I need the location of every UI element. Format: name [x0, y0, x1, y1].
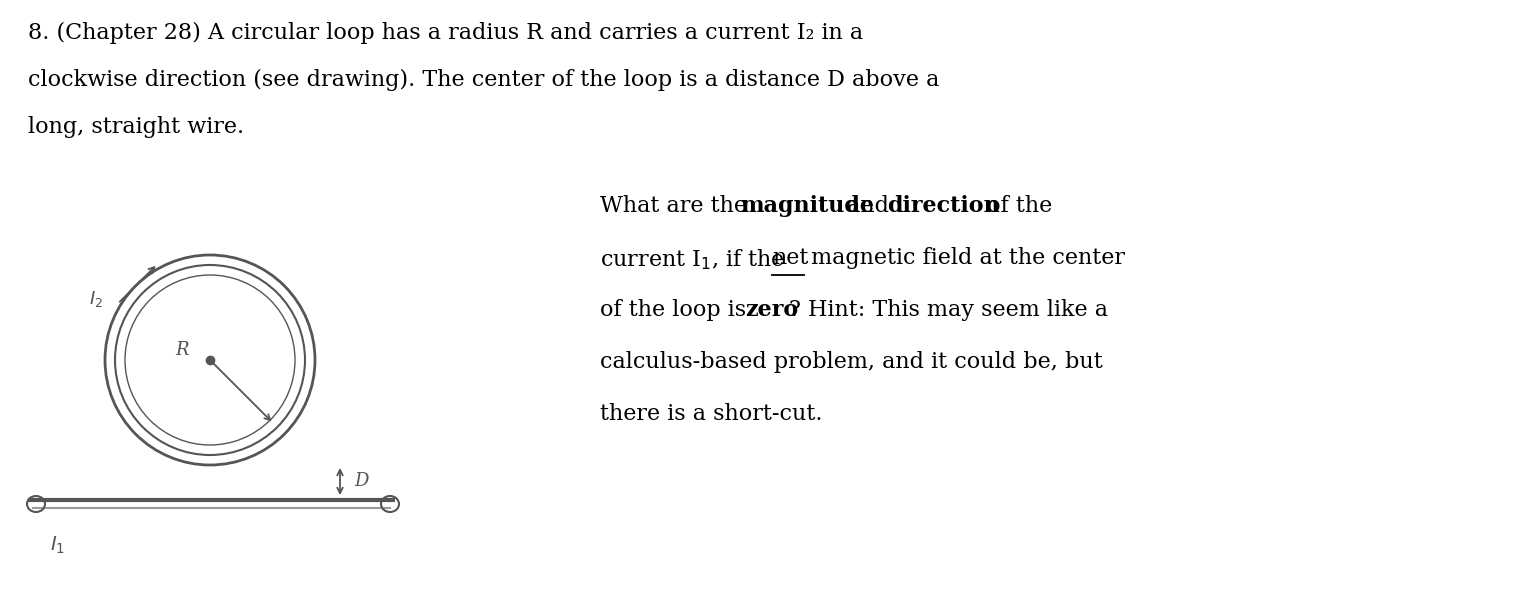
Text: magnetic field at the center: magnetic field at the center	[803, 247, 1125, 269]
Text: 8. (Chapter 28) A circular loop has a radius R and carries a current I₂ in a: 8. (Chapter 28) A circular loop has a ra…	[28, 22, 863, 44]
Text: magnitude: magnitude	[740, 195, 874, 217]
Text: zero: zero	[745, 299, 799, 321]
Text: there is a short-cut.: there is a short-cut.	[599, 403, 823, 425]
Text: ? Hint: This may seem like a: ? Hint: This may seem like a	[789, 299, 1108, 321]
Text: What are the: What are the	[599, 195, 754, 217]
Text: direction: direction	[888, 195, 1000, 217]
Text: calculus-based problem, and it could be, but: calculus-based problem, and it could be,…	[599, 351, 1102, 373]
Text: and: and	[840, 195, 897, 217]
Text: long, straight wire.: long, straight wire.	[28, 116, 244, 138]
Text: clockwise direction (see drawing). The center of the loop is a distance D above : clockwise direction (see drawing). The c…	[28, 69, 940, 91]
Text: current I$_1$, if the: current I$_1$, if the	[599, 247, 786, 272]
Text: of the loop is: of the loop is	[599, 299, 753, 321]
Text: $I_1$: $I_1$	[51, 535, 66, 556]
Text: D: D	[354, 472, 368, 490]
Text: net: net	[773, 247, 808, 269]
Text: of the: of the	[980, 195, 1052, 217]
Text: $I_2$: $I_2$	[89, 289, 103, 308]
Text: R: R	[175, 341, 189, 359]
